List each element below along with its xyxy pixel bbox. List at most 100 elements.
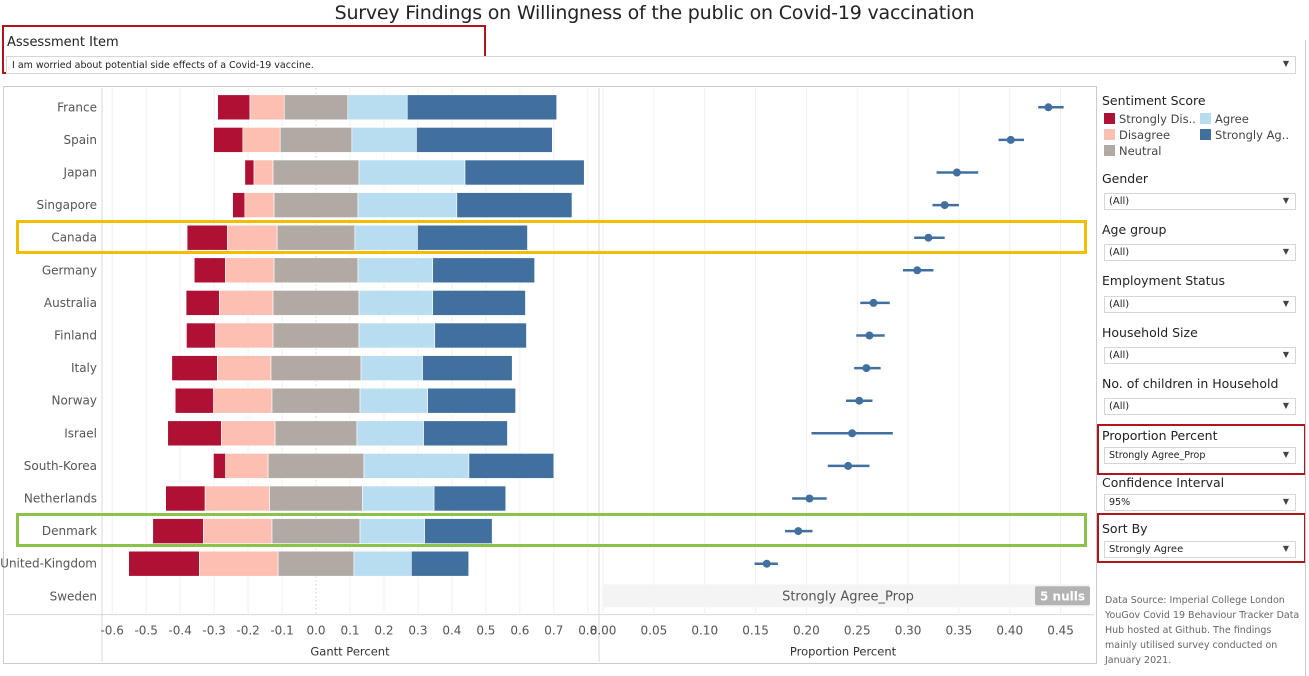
bar-segment-strongly-disagree	[217, 94, 251, 121]
chevron-down-icon[interactable]: ▼	[1282, 59, 1289, 68]
age-group-dropdown[interactable]: (All) ▼	[1104, 244, 1296, 261]
gender-dropdown[interactable]: (All) ▼	[1104, 193, 1296, 210]
bar-segment-strongly-agree	[417, 224, 528, 251]
legend-item-neutral[interactable]: Neutral	[1104, 144, 1161, 158]
gantt-tick-label: -0.3	[202, 624, 225, 638]
bar-segment-neutral	[277, 550, 355, 577]
bar-segment-agree	[358, 159, 466, 186]
proportion-point	[924, 233, 933, 242]
country-label: Sweden	[50, 589, 97, 603]
bar-segment-strongly-disagree	[213, 453, 226, 479]
bar-segment-neutral	[272, 322, 360, 349]
bar-segment-agree	[362, 485, 435, 512]
denmark-highlight-box	[16, 513, 1087, 547]
bar-segment-strongly-agree	[427, 387, 516, 414]
proportion-point	[862, 364, 871, 373]
chart-frame	[3, 86, 1097, 664]
chevron-down-icon[interactable]: ▼	[1282, 247, 1289, 256]
proportion-point	[869, 298, 878, 307]
bar-segment-neutral	[272, 159, 360, 186]
legend-item-agree[interactable]: Agree	[1200, 112, 1249, 126]
bar-segment-strongly-disagree	[244, 159, 255, 186]
bar-segment-disagree	[217, 355, 272, 381]
bar-segment-strongly-disagree	[186, 322, 216, 349]
bar-segment-strongly-agree	[432, 290, 526, 316]
bar-segment-strongly-disagree	[193, 257, 226, 284]
country-label: Japan	[63, 166, 97, 180]
assessment-item-dropdown[interactable]: I am worried about potential side effect…	[6, 56, 1296, 74]
null-field-label: Strongly Agree_Prop	[782, 589, 914, 604]
bar-segment-neutral	[271, 387, 361, 414]
dashboard-title: Survey Findings on Willingness of the pu…	[334, 2, 975, 24]
nulls-badge	[1035, 586, 1090, 606]
country-label: Denmark	[42, 524, 97, 538]
chevron-down-icon[interactable]: ▼	[1282, 497, 1289, 506]
chevron-down-icon[interactable]: ▼	[1282, 299, 1289, 308]
proportion-tick-label: 0.00	[590, 624, 617, 638]
bar-segment-neutral	[279, 127, 353, 153]
proportion-point	[1044, 103, 1053, 112]
gantt-tick-label: -0.4	[168, 624, 191, 638]
bar-segment-strongly-agree	[424, 518, 493, 544]
filter-label-gender: Gender	[1102, 171, 1149, 186]
bar-segment-strongly-disagree	[152, 518, 204, 544]
bar-segment-agree	[357, 192, 458, 218]
chart-svg: -0.6 -0.5 -0.4 -0.3 -0.2 -0.1 0.0 0.1 0.2 0.3 0.4 0…	[0, 88, 1094, 662]
bar-segment-disagree	[225, 257, 275, 284]
chevron-down-icon[interactable]: ▼	[1282, 401, 1289, 410]
filter-label-proportion-percent: Proportion Percent	[1102, 428, 1218, 443]
country-label: Spain	[63, 133, 97, 147]
filter-label-household-size: Household Size	[1102, 325, 1198, 340]
country-label: Italy	[71, 361, 97, 375]
employment-status-dropdown[interactable]: (All) ▼	[1104, 296, 1296, 313]
null-indicator-band	[603, 584, 1090, 608]
bar-segment-strongly-agree	[416, 127, 553, 153]
nulls-badge-label[interactable]: 5 nulls	[1040, 589, 1085, 603]
bar-segment-neutral	[273, 257, 359, 284]
proportion-point	[952, 168, 961, 177]
confidence-interval-dropdown[interactable]: 95% ▼	[1104, 494, 1296, 511]
bar-segment-agree	[360, 355, 423, 381]
proportion-tick-label: 0.35	[946, 624, 973, 638]
legend-item-strongly-disagree[interactable]: Strongly Dis..	[1104, 112, 1196, 126]
household-size-dropdown[interactable]: (All) ▼	[1104, 347, 1296, 364]
legend-swatch	[1104, 113, 1115, 124]
bar-segment-strongly-agree	[406, 94, 558, 121]
filter-label-employment-status: Employment Status	[1102, 273, 1226, 288]
chevron-down-icon[interactable]: ▼	[1282, 450, 1289, 459]
bar-segment-strongly-disagree	[171, 355, 218, 381]
chevron-down-icon[interactable]: ▼	[1282, 544, 1289, 553]
legend-swatch	[1104, 145, 1115, 156]
bar-segment-disagree	[244, 192, 275, 218]
proportion-tick-label: 0.40	[996, 624, 1023, 638]
bar-segment-disagree	[221, 420, 276, 447]
chevron-down-icon[interactable]: ▼	[1282, 350, 1289, 359]
gantt-tick-label: 0.7	[544, 624, 563, 638]
bar-segment-disagree	[253, 159, 274, 186]
bar-segment-agree	[356, 420, 424, 447]
proportion-point	[848, 429, 857, 438]
bar-segment-strongly-disagree	[128, 550, 200, 577]
proportion-tick-label: 0.05	[641, 624, 668, 638]
bar-segment-strongly-agree	[434, 322, 527, 349]
legend-swatch	[1104, 129, 1115, 140]
bar-segment-agree	[357, 257, 434, 284]
bar-segment-neutral	[270, 355, 362, 381]
bar-segment-strongly-disagree	[167, 420, 222, 447]
children-dropdown[interactable]: (All) ▼	[1104, 398, 1296, 415]
bar-segment-agree	[358, 290, 434, 316]
chevron-down-icon[interactable]: ▼	[1282, 196, 1289, 205]
bar-segment-disagree	[215, 322, 274, 349]
legend-item-strongly-agree[interactable]: Strongly Ag..	[1200, 128, 1289, 142]
bar-segment-disagree	[203, 518, 273, 544]
country-label: South-Korea	[24, 459, 97, 473]
bar-segment-strongly-disagree	[185, 290, 220, 316]
sort-by-dropdown[interactable]: Strongly Agree ▼	[1104, 541, 1296, 558]
filter-label-children: No. of children in Household	[1102, 376, 1279, 391]
proportion-percent-dropdown[interactable]: Strongly Agree_Prop ▼	[1104, 447, 1296, 464]
gantt-tick-label: -0.1	[270, 624, 293, 638]
bar-segment-strongly-disagree	[213, 127, 244, 153]
gantt-tick-label: 0.1	[340, 624, 359, 638]
legend-item-disagree[interactable]: Disagree	[1104, 128, 1170, 142]
bar-segment-agree	[354, 224, 418, 251]
